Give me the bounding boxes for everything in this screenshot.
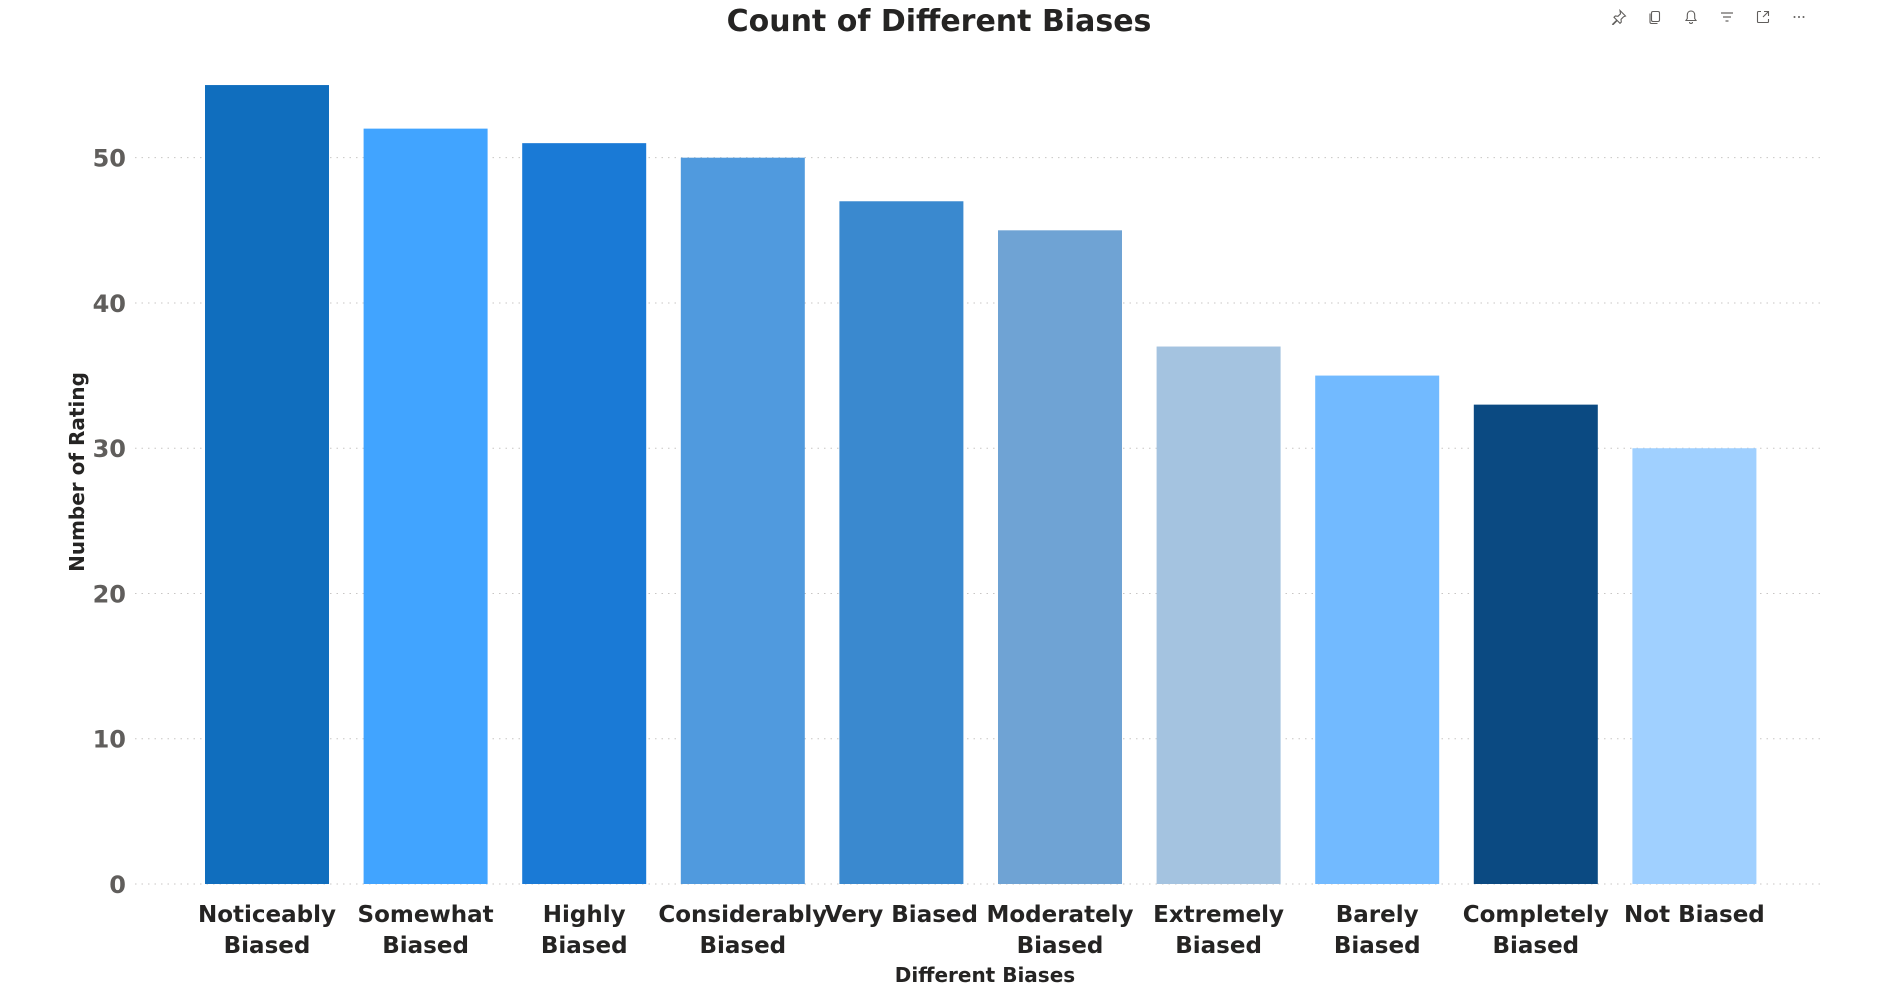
y-axis-title: Number of Rating: [65, 372, 89, 572]
x-axis-title: Different Biases: [895, 963, 1075, 987]
x-tick-label: Somewhat Biased: [358, 902, 494, 959]
filter-icon: [1721, 12, 1733, 22]
y-tick-label: 30: [93, 435, 126, 463]
bar[interactable]: Very Biased: 47: [839, 201, 964, 884]
x-tick-label: Completely Biased: [1463, 902, 1609, 959]
focus-mode-icon: [1756, 10, 1770, 24]
y-tick-label: 20: [93, 580, 126, 608]
bell-icon: [1684, 10, 1698, 24]
bar[interactable]: Moderately Biased: 45: [998, 230, 1122, 884]
visual-header-toolbar: [1608, 6, 1810, 28]
bars: Noticeably Biased: 55 Somewhat Biased: 52…: [205, 85, 1757, 885]
y-tick-label: 40: [93, 290, 126, 318]
pin-icon: [1611, 9, 1627, 25]
bar[interactable]: Considerably Biased: 50: [680, 157, 805, 884]
filter-button[interactable]: [1716, 6, 1738, 28]
y-tick-label: 10: [93, 726, 126, 754]
x-tick-label: Highly Biased: [541, 902, 628, 959]
y-axis-ticks: 0 10 20 30 40 50: [93, 145, 126, 899]
bar[interactable]: Barely Biased: 35: [1315, 375, 1440, 884]
copy-visual-button[interactable]: [1644, 6, 1666, 28]
bar[interactable]: Highly Biased: 51: [522, 143, 647, 884]
x-tick-label: Extremely Biased: [1153, 902, 1284, 959]
set-alert-button[interactable]: [1680, 6, 1702, 28]
pin-visual-button[interactable]: [1608, 6, 1630, 28]
x-tick-label: Moderately Biased: [986, 902, 1133, 959]
copy-icon: [1649, 10, 1661, 25]
bar[interactable]: Noticeably Biased: 55: [205, 85, 329, 885]
x-tick-label: Very Biased: [825, 902, 978, 928]
x-axis-category-labels: Noticeably Biased Somewhat Biased Highly Bias…: [198, 902, 1765, 959]
bar[interactable]: Not Biased: 30: [1632, 448, 1757, 884]
x-tick-label: Considerably Biased: [658, 902, 827, 959]
x-tick-label: Barely Biased: [1334, 902, 1421, 959]
bar[interactable]: Completely Biased: 33: [1473, 404, 1598, 884]
more-options-icon: [1793, 16, 1805, 18]
bar[interactable]: Extremely Biased: 37: [1156, 346, 1281, 884]
focus-mode-button[interactable]: [1752, 6, 1774, 28]
chart-title: Count of Different Biases: [726, 4, 1152, 39]
more-options-button[interactable]: [1788, 6, 1810, 28]
y-tick-label: 50: [93, 145, 126, 173]
x-tick-label: Not Biased: [1624, 902, 1765, 928]
x-tick-label: Noticeably Biased: [198, 902, 336, 959]
bar[interactable]: Somewhat Biased: 52: [363, 128, 488, 884]
y-tick-label: 0: [109, 871, 126, 899]
